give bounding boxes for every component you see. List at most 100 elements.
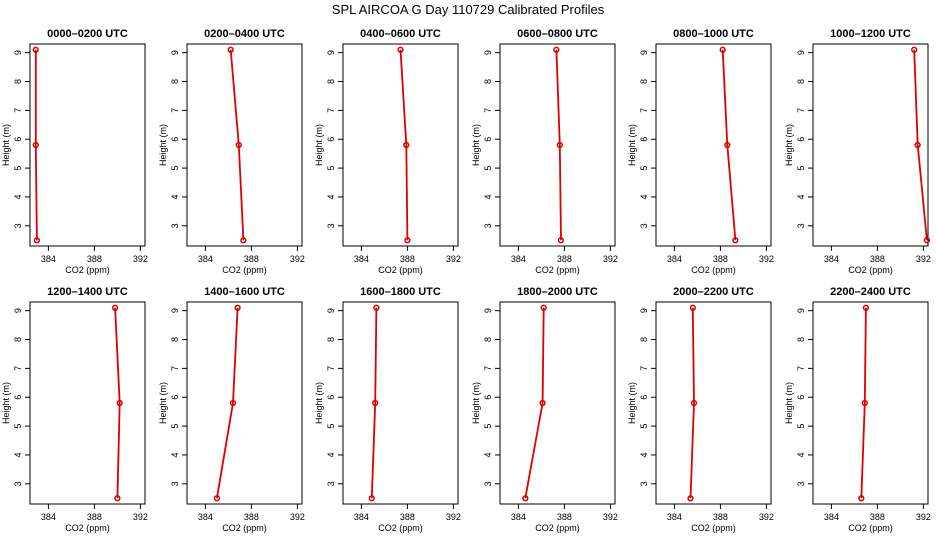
y-tick-label: 8 bbox=[796, 337, 806, 342]
panel-6: 1000–1200 UTC 384 388 392 3 4 5 6 7 8 9 CO2 (ppm) He… bbox=[784, 28, 931, 275]
data-point bbox=[32, 141, 39, 149]
x-tick-label: 388 bbox=[557, 512, 572, 522]
y-tick-label: 4 bbox=[483, 452, 493, 457]
y-tick-label: 8 bbox=[170, 79, 180, 84]
data-point bbox=[235, 141, 242, 149]
data-point bbox=[116, 399, 123, 407]
y-tick-label: 4 bbox=[639, 194, 649, 199]
y-tick-label: 3 bbox=[326, 481, 336, 486]
x-axis-label: CO2 (ppm) bbox=[691, 265, 736, 275]
data-point bbox=[724, 141, 731, 149]
x-axis-label: CO2 (ppm) bbox=[65, 523, 110, 533]
plot-frame bbox=[186, 43, 303, 247]
y-tick-label: 9 bbox=[13, 308, 23, 313]
y-tick-label: 3 bbox=[796, 223, 806, 228]
x-tick-label: 388 bbox=[244, 512, 259, 522]
profile-line bbox=[913, 49, 928, 241]
y-axis-label: Height (m) bbox=[314, 124, 324, 166]
y-tick-label: 8 bbox=[13, 79, 23, 84]
x-tick-label: 392 bbox=[133, 254, 148, 264]
y-tick-label: 3 bbox=[796, 481, 806, 486]
x-axis-label: CO2 (ppm) bbox=[222, 265, 267, 275]
data-point bbox=[368, 495, 375, 502]
y-tick-label: 4 bbox=[796, 194, 806, 199]
x-tick-label: 384 bbox=[824, 254, 839, 264]
panel-2: 0200–0400 UTC 384 388 392 3 4 5 6 7 8 9 CO2 (ppm) He… bbox=[158, 28, 305, 275]
x-tick-label: 388 bbox=[244, 254, 259, 264]
profile-line bbox=[370, 307, 378, 499]
y-tick-label: 3 bbox=[170, 481, 180, 486]
x-tick-label: 388 bbox=[87, 512, 102, 522]
y-tick-label: 5 bbox=[170, 424, 180, 429]
y-tick-label: 6 bbox=[483, 395, 493, 400]
y-tick-label: 5 bbox=[796, 424, 806, 429]
y-tick-label: 4 bbox=[13, 452, 23, 457]
panel-1: 0000–0200 UTC 384 388 392 3 4 5 6 7 8 9 CO2 (ppm) He… bbox=[1, 28, 148, 275]
y-tick-label: 7 bbox=[13, 366, 23, 371]
profile-line bbox=[860, 307, 867, 499]
y-tick-label: 7 bbox=[796, 108, 806, 113]
x-tick-label: 388 bbox=[557, 254, 572, 264]
data-point bbox=[556, 141, 563, 149]
x-axis-label: CO2 (ppm) bbox=[535, 265, 580, 275]
x-tick-label: 384 bbox=[198, 254, 213, 264]
panel-title: 0200–0400 UTC bbox=[204, 28, 285, 40]
y-tick-label: 4 bbox=[170, 194, 180, 199]
y-tick-label: 7 bbox=[170, 108, 180, 113]
y-axis-label: Height (m) bbox=[158, 382, 168, 424]
plot-frame bbox=[655, 43, 772, 247]
panel-title: 0800–1000 UTC bbox=[673, 28, 754, 40]
x-tick-label: 392 bbox=[446, 512, 461, 522]
x-tick-label: 392 bbox=[759, 512, 774, 522]
y-axis-label: Height (m) bbox=[1, 382, 11, 424]
data-point bbox=[911, 46, 918, 53]
profile-line bbox=[34, 49, 38, 241]
panel-8: 1400–1600 UTC 384 388 392 3 4 5 6 7 8 9 CO2 (ppm) He… bbox=[158, 286, 305, 533]
y-tick-label: 7 bbox=[639, 366, 649, 371]
x-axis-label: CO2 (ppm) bbox=[848, 265, 893, 275]
data-point bbox=[687, 495, 694, 502]
y-tick-label: 5 bbox=[639, 166, 649, 171]
y-tick-label: 9 bbox=[796, 308, 806, 313]
profile-line bbox=[229, 49, 245, 241]
y-tick-label: 5 bbox=[796, 166, 806, 171]
x-tick-label: 392 bbox=[916, 254, 931, 264]
y-tick-label: 5 bbox=[639, 424, 649, 429]
data-point bbox=[240, 237, 247, 244]
y-tick-label: 3 bbox=[483, 481, 493, 486]
y-tick-label: 9 bbox=[326, 50, 336, 55]
x-tick-label: 384 bbox=[354, 254, 369, 264]
profile-line bbox=[524, 307, 545, 499]
x-tick-label: 392 bbox=[916, 512, 931, 522]
y-tick-label: 5 bbox=[13, 166, 23, 171]
data-point bbox=[539, 399, 546, 407]
data-point bbox=[397, 46, 404, 53]
data-point bbox=[373, 304, 380, 311]
panel-4: 0600–0800 UTC 384 388 392 3 4 5 6 7 8 9 CO2 (ppm) He… bbox=[471, 28, 618, 275]
data-point bbox=[719, 46, 726, 53]
x-axis-label: CO2 (ppm) bbox=[222, 523, 267, 533]
data-point bbox=[540, 304, 547, 311]
y-tick-label: 7 bbox=[796, 366, 806, 371]
y-tick-label: 3 bbox=[13, 481, 23, 486]
y-tick-label: 8 bbox=[483, 79, 493, 84]
panel-title: 2200–2400 UTC bbox=[830, 286, 911, 298]
data-point bbox=[114, 495, 121, 502]
x-tick-label: 388 bbox=[713, 254, 728, 264]
panel-11: 2000–2200 UTC 384 388 392 3 4 5 6 7 8 9 CO2 (ppm) He… bbox=[627, 286, 774, 533]
data-point bbox=[227, 46, 234, 53]
y-axis-label: Height (m) bbox=[627, 382, 637, 424]
profile-line bbox=[689, 307, 695, 499]
y-axis-label: Height (m) bbox=[314, 382, 324, 424]
panel-title: 1200–1400 UTC bbox=[47, 286, 128, 298]
profile-line bbox=[555, 49, 562, 241]
panel-3: 0400–0600 UTC 384 388 392 3 4 5 6 7 8 9 CO2 (ppm) He… bbox=[314, 28, 461, 275]
x-tick-label: 388 bbox=[713, 512, 728, 522]
x-tick-label: 384 bbox=[667, 254, 682, 264]
x-tick-label: 392 bbox=[290, 512, 305, 522]
x-axis-label: CO2 (ppm) bbox=[848, 523, 893, 533]
y-tick-label: 4 bbox=[639, 452, 649, 457]
data-point bbox=[858, 495, 865, 502]
data-point bbox=[689, 304, 696, 311]
panel-title: 1600–1800 UTC bbox=[360, 286, 441, 298]
